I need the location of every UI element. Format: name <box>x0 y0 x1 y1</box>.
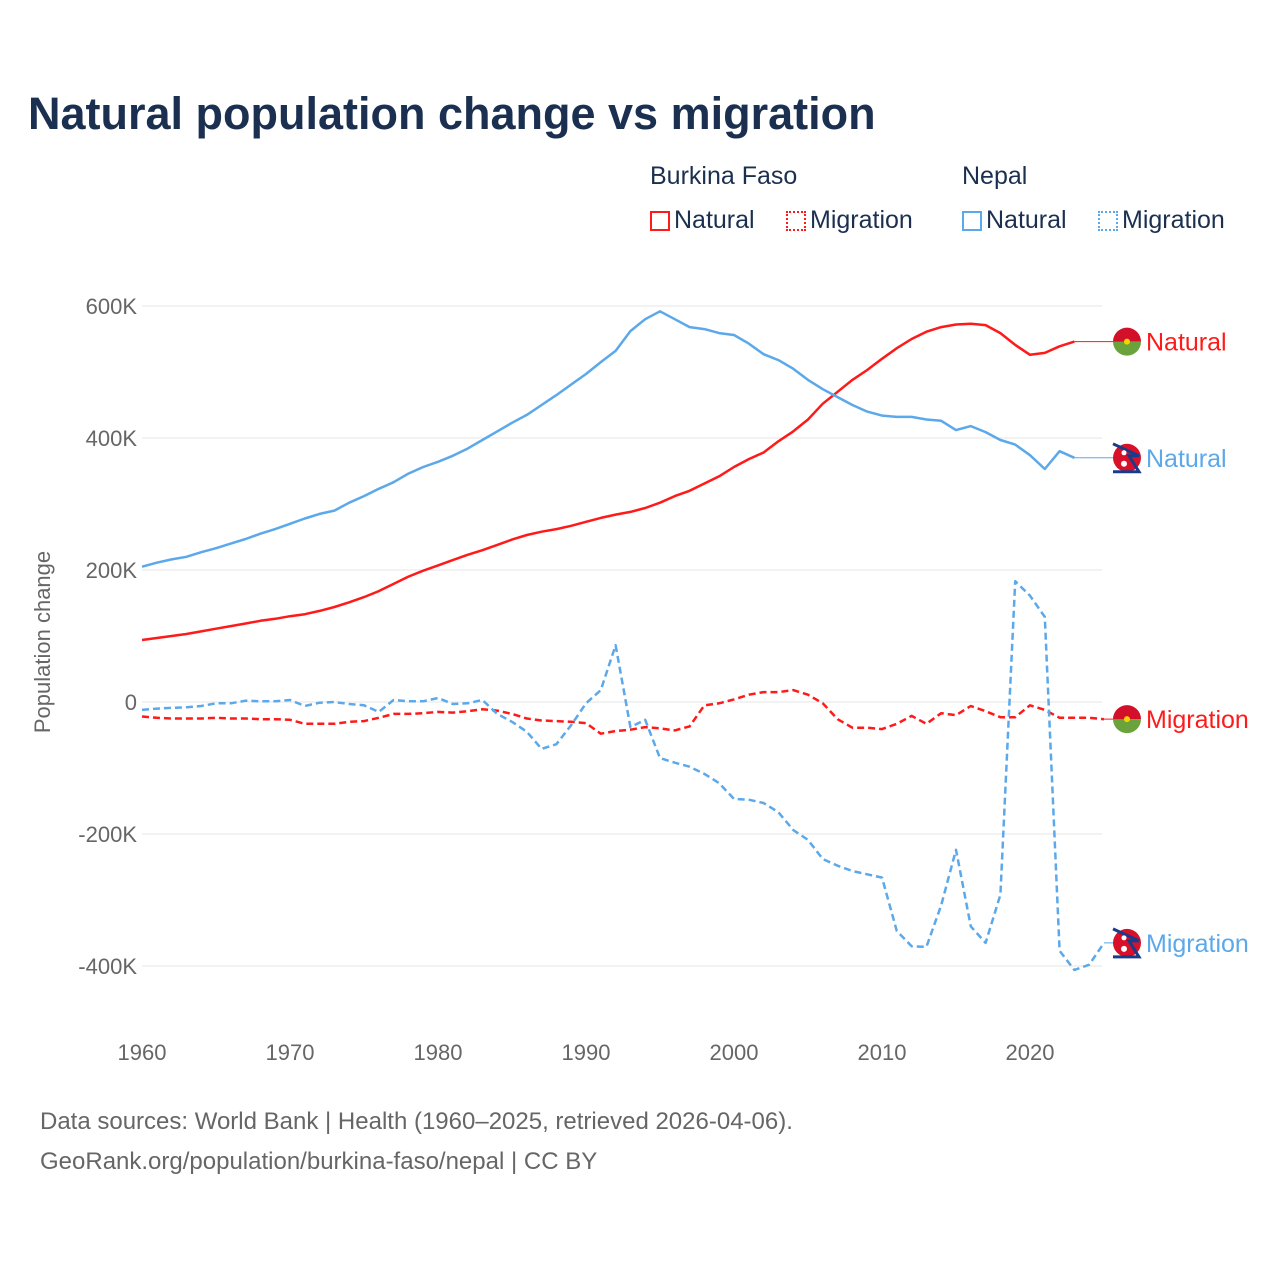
y-tick-label: -200K <box>78 822 137 847</box>
legend-label: Migration <box>1122 206 1225 234</box>
legend-item-np-natural[interactable]: Natural <box>962 206 1067 235</box>
legend-group-burkina-faso: Burkina Faso Natural Migration <box>650 162 913 234</box>
y-tick-label: 400K <box>86 426 138 451</box>
burkina-faso-flag-icon <box>1113 327 1141 342</box>
burkina-faso-flag-icon <box>1113 341 1141 356</box>
burkina-faso-flag-icon <box>1113 705 1141 720</box>
legend-label: Natural <box>986 206 1067 234</box>
end-label-burkina-faso-natural: Natural <box>1146 329 1227 357</box>
legend-item-np-migration[interactable]: Migration <box>1098 206 1225 235</box>
sun-icon <box>1121 945 1127 952</box>
y-tick-label: -400K <box>78 954 137 979</box>
legend-swatch-solid <box>962 211 982 231</box>
star-icon <box>1124 716 1130 723</box>
end-label-nepal-migration: Migration <box>1146 930 1249 958</box>
nepal-flag-border <box>1112 927 1142 959</box>
footer-sources: Data sources: World Bank | Health (1960–… <box>40 1108 793 1135</box>
y-tick-label: 200K <box>86 558 138 583</box>
legend-swatch-dotted <box>1098 211 1118 231</box>
legend-item-bf-migration[interactable]: Migration <box>786 206 913 235</box>
burkina-faso-flag-icon <box>1113 719 1141 734</box>
y-axis-label: Population change <box>30 551 55 733</box>
series-line-burkina-faso-migration <box>141 688 1105 735</box>
end-label-burkina-faso-migration: Migration <box>1146 706 1249 734</box>
x-tick-label: 2020 <box>1006 1040 1055 1065</box>
x-tick-label: 1990 <box>562 1040 611 1065</box>
legend-swatch-solid <box>650 211 670 231</box>
nepal-flag-border <box>1112 442 1142 474</box>
series-line-nepal-natural <box>141 310 1075 568</box>
moon-icon <box>1121 935 1127 941</box>
legend-group-title: Nepal <box>962 162 1028 190</box>
legend-group-nepal: Nepal Natural Migration <box>962 162 1225 234</box>
moon-icon <box>1121 450 1127 456</box>
y-tick-label: 0 <box>125 690 137 715</box>
legend-swatch-dotted <box>786 211 806 231</box>
legend-label: Migration <box>810 206 913 234</box>
end-label-nepal-natural: Natural <box>1146 445 1227 473</box>
y-tick-label: 600K <box>86 294 138 319</box>
x-tick-label: 1960 <box>118 1040 167 1065</box>
series-line-nepal-migration <box>141 579 1106 972</box>
sun-icon <box>1121 460 1127 467</box>
x-tick-label: 1970 <box>266 1040 315 1065</box>
series-line-burkina-faso-natural <box>141 322 1075 642</box>
x-tick-label: 2010 <box>858 1040 907 1065</box>
legend-item-bf-natural[interactable]: Natural <box>650 206 755 235</box>
x-tick-label: 1980 <box>414 1040 463 1065</box>
star-icon <box>1124 338 1130 345</box>
page-title: Natural population change vs migration <box>28 88 876 139</box>
x-tick-label: 2000 <box>710 1040 759 1065</box>
footer-link[interactable]: GeoRank.org/population/burkina-faso/nepa… <box>40 1148 598 1175</box>
legend-group-title: Burkina Faso <box>650 162 798 190</box>
legend-label: Natural <box>674 206 755 234</box>
